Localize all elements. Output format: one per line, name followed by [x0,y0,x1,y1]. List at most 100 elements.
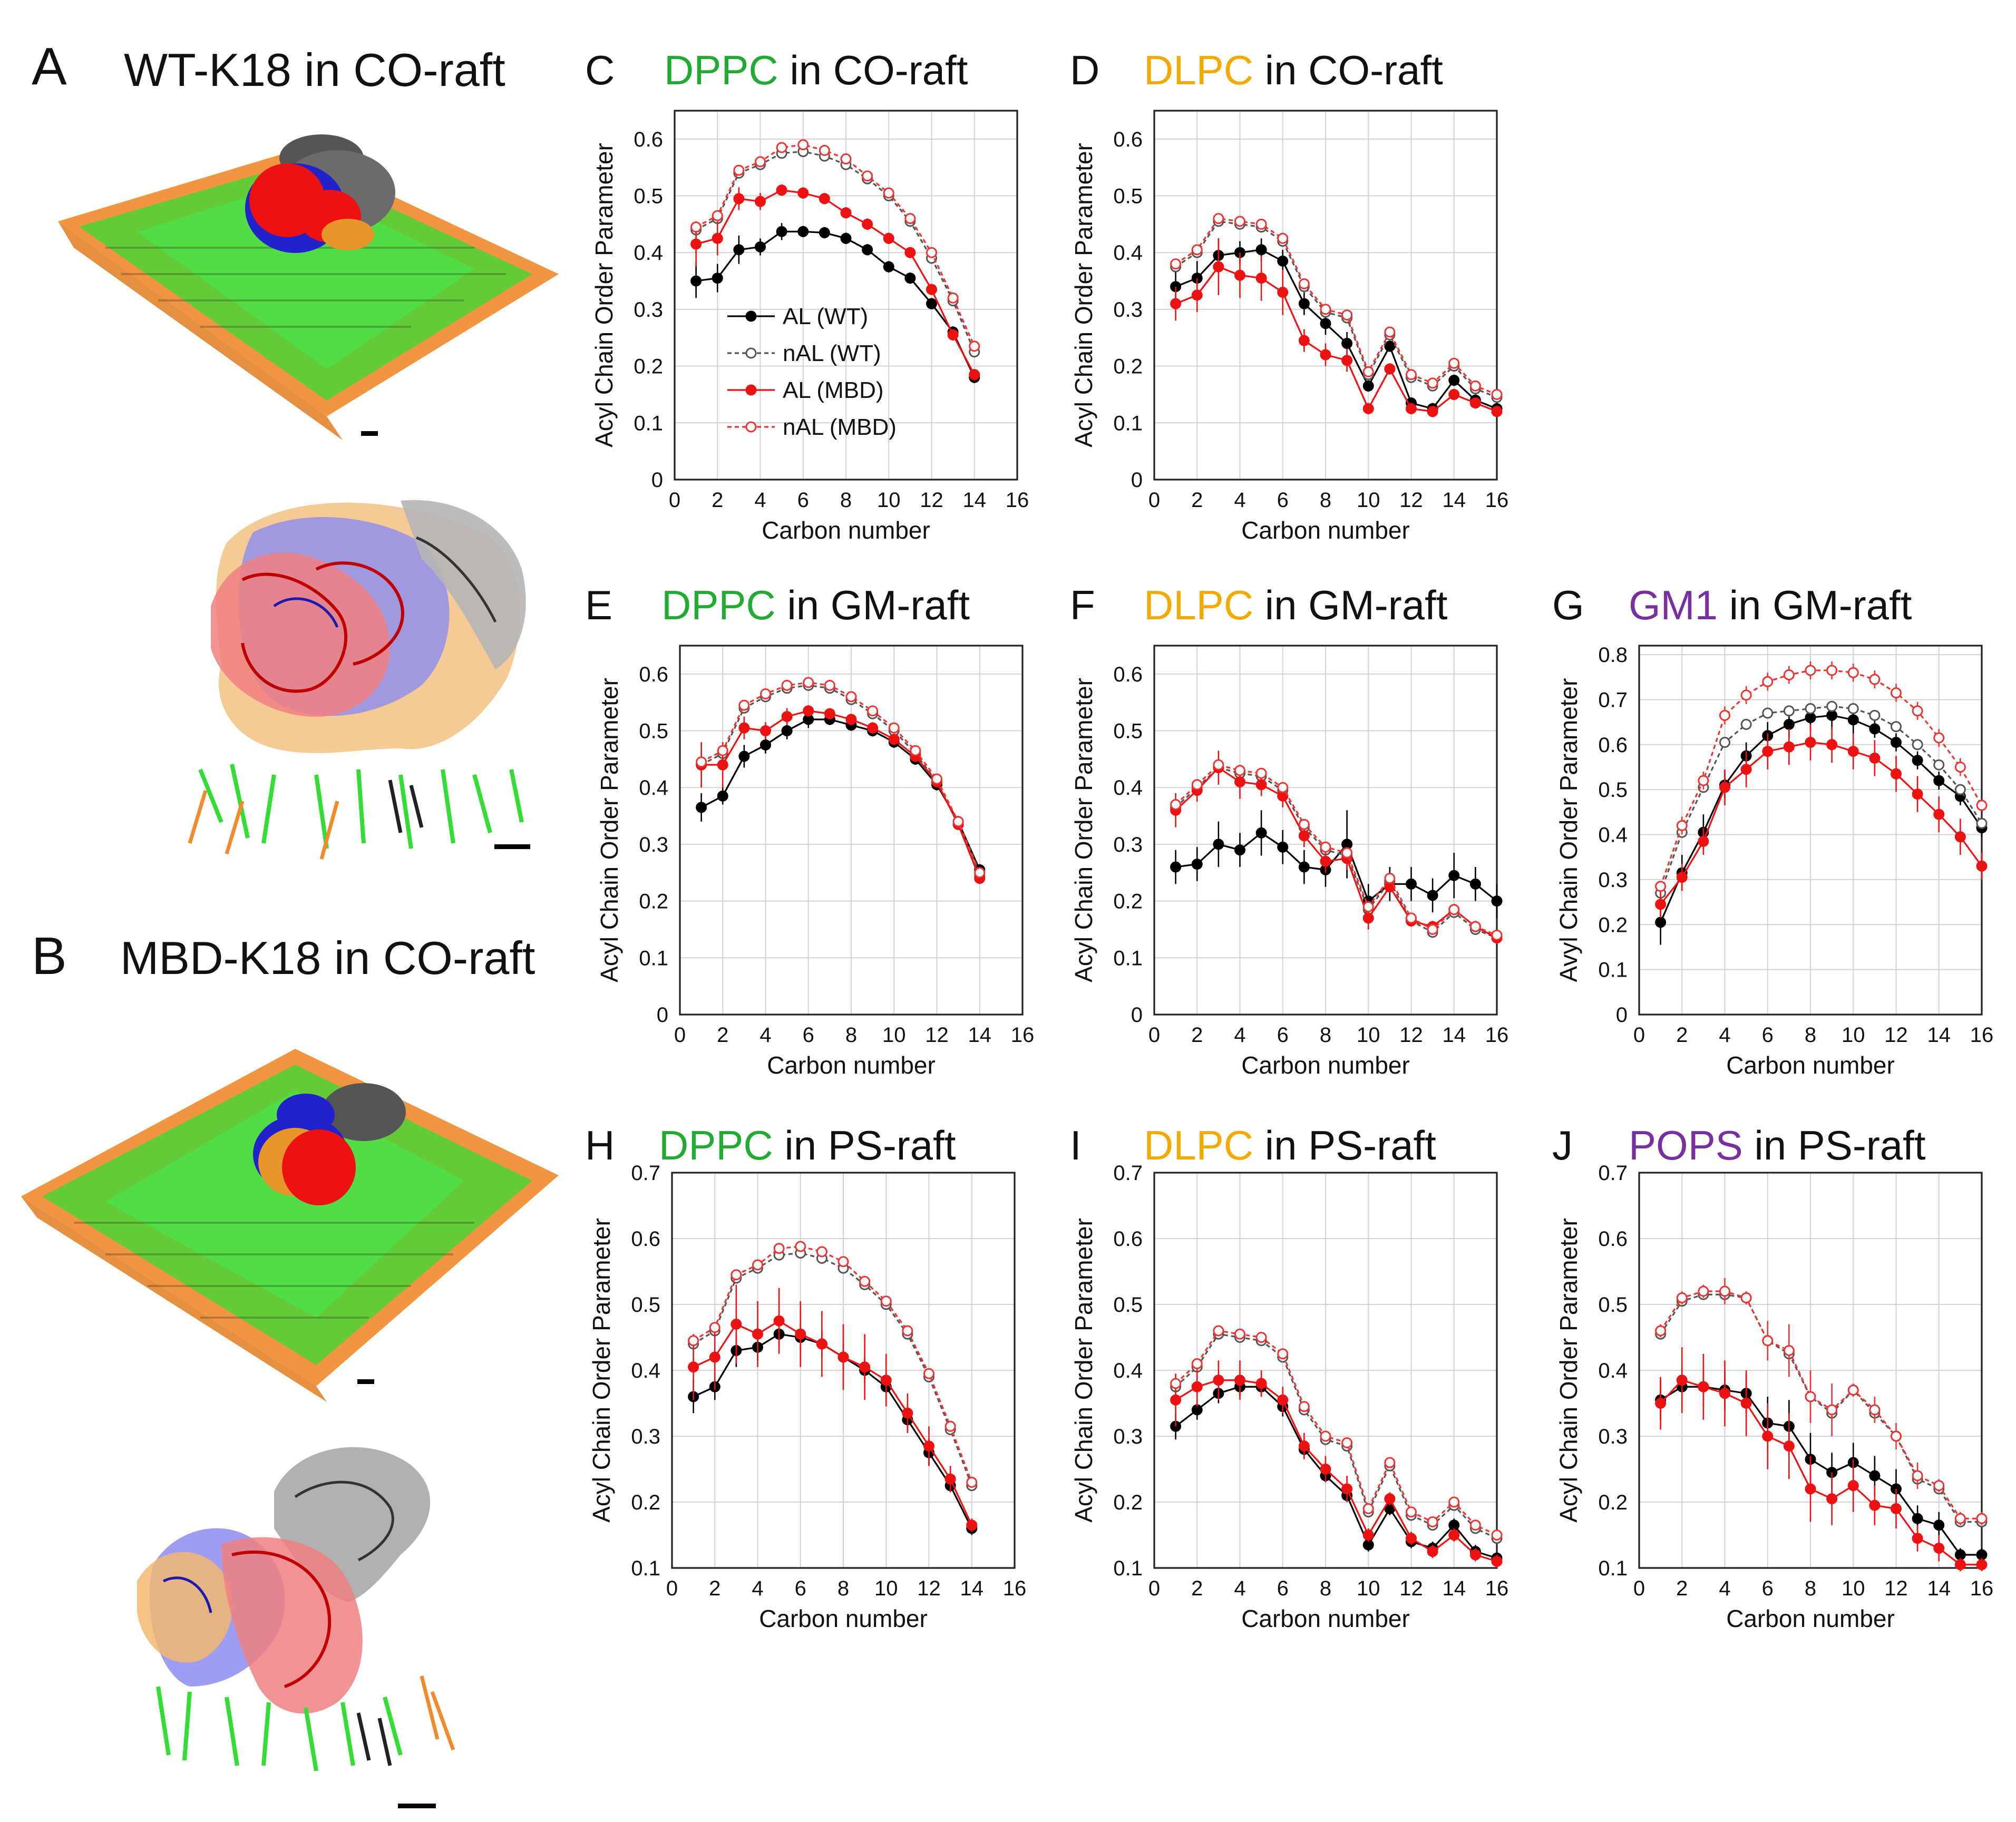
data-point [1170,799,1182,811]
chart-title: DPPC in GM-raft [661,582,970,628]
legend-marker [745,310,757,322]
data-point [867,705,879,717]
data-point [1298,819,1310,830]
data-point [1891,768,1902,780]
series-line [1175,764,1497,936]
data-point [1891,721,1902,733]
x-tick-label: 16 [1485,489,1509,512]
data-point [1826,665,1838,676]
data-point [797,187,809,199]
data-point [1277,1394,1289,1406]
series-line [1660,669,1983,887]
data-point [1406,403,1417,414]
y-tick-label: 0.7 [1598,1162,1628,1185]
data-point [1384,1457,1396,1468]
y-tick-label: 0.2 [1598,913,1628,937]
x-tick-label: 2 [1191,1577,1203,1600]
data-point [733,164,745,176]
series-al-mbd- [696,705,986,884]
chart-title: DPPC in CO-raft [664,47,968,93]
data-point [1277,782,1289,793]
panel-letter-B: B [32,927,67,986]
data-point [840,232,852,244]
chart-panel-G: G GM1 in GM-raft 0 2 4 6 8 10 12 14 16 0 0.1 0.2 0.3… [1552,582,1993,1079]
x-axis-label: Carbon number [1241,517,1410,544]
chart-title-lipid: POPS [1629,1122,1743,1168]
chart-title-lipid: DLPC [1144,582,1253,628]
chart-title: DLPC in PS-raft [1144,1122,1436,1168]
x-tick-label: 6 [795,1577,806,1600]
data-point [1341,847,1353,859]
data-point [738,751,750,762]
data-point [1298,1401,1310,1412]
y-tick-label: 0.6 [1598,1227,1628,1251]
series-al-wt- [1655,1367,1988,1562]
data-point [1826,1493,1838,1505]
data-point [1719,782,1730,793]
panel-letter: F [1070,582,1095,628]
data-point [819,144,830,156]
structure-panel-B: B MBD-K18 in CO-raft [21,927,559,1808]
data-point [1234,216,1245,227]
data-point [1406,1533,1417,1544]
series-nal-wt- [1170,762,1503,944]
y-axis-label: Avyl Chain Order Parameter [1555,678,1582,982]
series-al-mbd- [1655,1347,1988,1572]
chart-panel-F: F DLPC in GM-raft 0 2 4 6 8 10 12 14 16 0 0.1 0.2 0.… [1070,582,1508,1079]
panel-letter: H [585,1122,615,1168]
data-point [1255,244,1267,256]
data-point [1719,1285,1730,1297]
x-tick-label: 8 [840,489,852,512]
series-nal-mbd- [1170,213,1503,400]
data-point [944,1420,956,1432]
data-point [947,329,959,340]
data-point [1469,1519,1481,1531]
x-tick-label: 12 [1399,1577,1423,1600]
x-tick-label: 2 [1676,1024,1688,1047]
data-point [1320,349,1331,360]
data-point [1976,817,1988,829]
data-point [1427,1516,1438,1527]
data-point [1384,340,1396,352]
data-point [738,699,750,711]
series-al-wt- [1170,810,1503,918]
data-point [1783,741,1795,753]
y-tick-label: 0.3 [639,833,668,856]
data-point [1676,1375,1688,1386]
y-tick-label: 0.5 [634,185,663,208]
x-tick-label: 6 [1277,1577,1289,1600]
y-tick-label: 0 [1131,1003,1143,1027]
series-al-mbd- [1170,238,1503,417]
data-point [880,1295,892,1307]
data-point [1783,705,1795,717]
data-point [1719,737,1730,748]
y-tick-label: 0.2 [631,1491,660,1514]
chart-title-rest: in CO-raft [1253,47,1443,93]
y-tick-label: 0.1 [1113,1557,1143,1580]
data-point [974,867,986,879]
y-tick-label: 0.2 [1113,890,1143,913]
x-tick-label: 10 [1842,1024,1865,1047]
data-point [1805,1391,1816,1402]
data-point [1698,835,1709,847]
data-point [862,218,873,230]
x-tick-label: 0 [666,1577,678,1600]
data-point [845,714,857,725]
data-point [1912,1533,1923,1544]
data-point [1170,1378,1182,1389]
data-point [883,232,894,244]
data-point [888,722,900,734]
data-point [1191,1358,1203,1369]
data-point [1491,1529,1503,1541]
series-line [1660,714,1983,923]
data-point [773,1315,785,1327]
y-tick-label: 0.5 [1113,720,1143,743]
data-point [712,210,723,221]
data-point [1298,830,1310,842]
x-tick-label: 16 [1970,1577,1994,1600]
chart-title-lipid: DLPC [1144,47,1253,93]
data-point [1384,363,1396,375]
membrane-snapshot-mbd [21,1049,559,1402]
chart-title: DLPC in GM-raft [1144,582,1448,628]
data-point [1320,304,1331,315]
